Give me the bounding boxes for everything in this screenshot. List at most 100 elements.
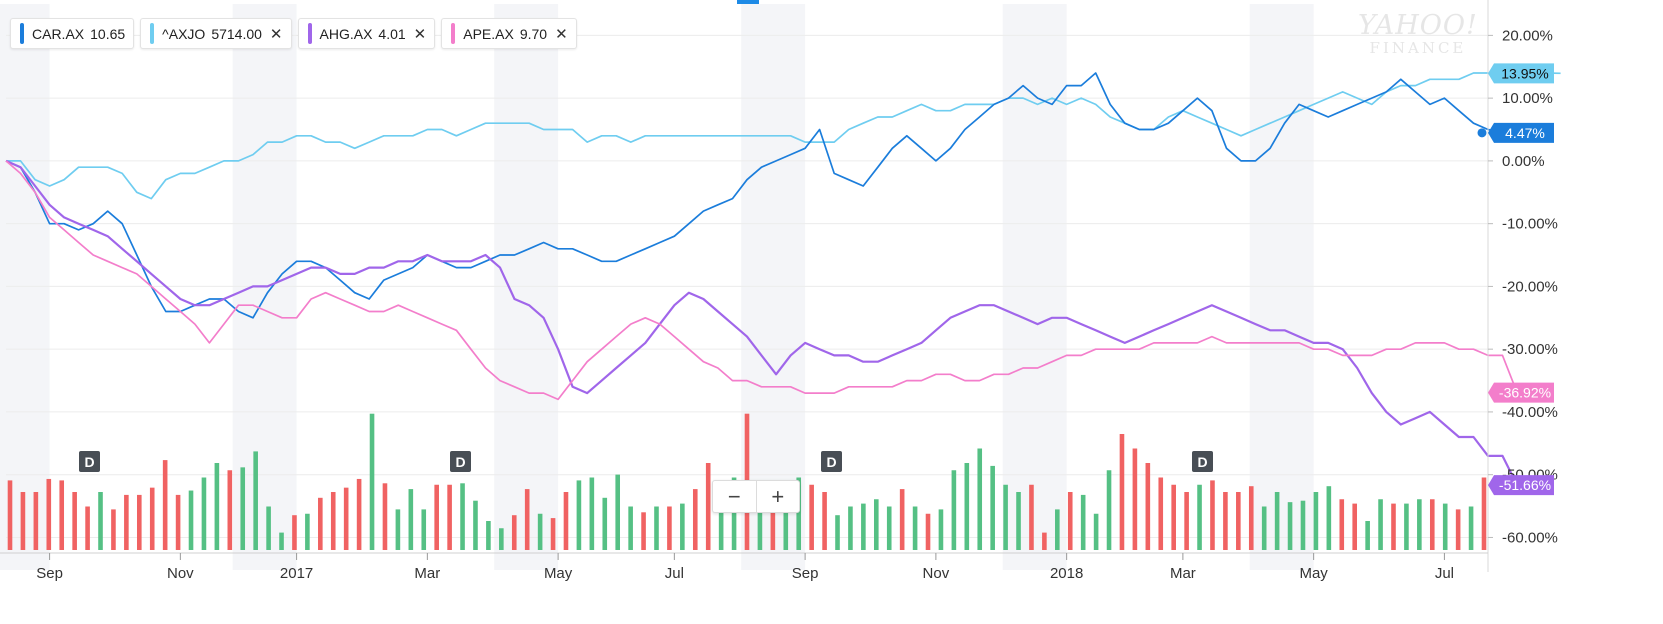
volume-bar: [1145, 463, 1151, 550]
end-label-tag: [1488, 122, 1554, 143]
volume-bar: [615, 474, 621, 550]
volume-bar: [1391, 503, 1396, 550]
volume-bar: [550, 518, 556, 550]
volume-bar: [718, 484, 724, 550]
x-tick-label: Mar: [414, 565, 440, 582]
legend-chip-ape[interactable]: APE.AX 9.70 ✕: [441, 18, 577, 49]
y-tick-label: -40.00%: [1502, 404, 1558, 421]
series-color-swatch: [307, 23, 312, 44]
volume-bar: [796, 477, 802, 550]
volume-bar: [20, 492, 26, 550]
close-icon[interactable]: ✕: [413, 25, 427, 43]
volume-bar: [809, 484, 814, 550]
volume-bar: [524, 489, 530, 550]
volume-bar: [356, 478, 362, 550]
volume-bar: [434, 484, 439, 550]
x-tick-label: Nov: [923, 565, 950, 582]
dividend-marker[interactable]: D: [1192, 451, 1213, 472]
dividend-marker-box: [79, 451, 100, 472]
volume-bar: [1106, 470, 1112, 550]
volume-bar: [85, 506, 90, 550]
volume-bar: [848, 506, 853, 550]
dividend-marker[interactable]: D: [450, 451, 471, 472]
x-tick-label: May: [544, 565, 573, 582]
y-tick-label: 0.00%: [1502, 153, 1545, 170]
legend-chip-axjo[interactable]: ^AXJO 5714.00 ✕: [140, 18, 292, 49]
volume-bar: [951, 470, 957, 550]
legend-chip-ahg[interactable]: AHG.AX 4.01 ✕: [297, 18, 436, 49]
volume-bar: [1339, 499, 1345, 550]
legend-price: 4.01: [378, 25, 406, 42]
legend: CAR.AX 10.65 ^AXJO 5714.00 ✕ AHG.AX 4.01…: [10, 18, 577, 49]
zoom-in-button[interactable]: +: [755, 481, 800, 512]
y-tick-label: -60.00%: [1502, 529, 1558, 546]
volume-bar: [1119, 434, 1125, 550]
volume-bar: [705, 463, 711, 550]
volume-bar: [1417, 499, 1422, 550]
series-end-marker: [1477, 128, 1487, 138]
volume-bar: [822, 492, 827, 550]
yahoo-finance-watermark: YAHOO! FINANCE: [1358, 12, 1478, 56]
legend-price: 10.65: [90, 25, 126, 42]
close-icon[interactable]: ✕: [269, 25, 283, 43]
range-handle[interactable]: [737, 0, 759, 4]
volume-bar: [46, 478, 52, 550]
dividend-marker[interactable]: D: [821, 451, 842, 472]
legend-price: 9.70: [519, 25, 548, 42]
series-end-labels: 13.95% 4.47% -51.66% -36.92%: [1477, 63, 1554, 496]
series-line-axjo[interactable]: [6, 72, 1561, 200]
dividend-marker-label: D: [1197, 454, 1207, 470]
volume-bar: [214, 463, 220, 550]
end-label-tag: [1488, 382, 1554, 403]
series-end-label: -36.92%: [1488, 382, 1554, 403]
volume-bar: [1404, 503, 1409, 550]
series-line-carax[interactable]: [5, 72, 1503, 319]
month-band: [1249, 4, 1314, 570]
volume-bar: [188, 490, 194, 550]
series-end-label: 4.47%: [1488, 122, 1554, 143]
volume-bar: [382, 483, 388, 550]
legend-symbol: APE.AX: [463, 25, 514, 42]
volume-bar: [1313, 492, 1319, 550]
volume-bar: [305, 513, 310, 550]
volume-bar: [499, 528, 504, 550]
volume-bar: [421, 509, 427, 550]
volume-bar: [7, 480, 13, 550]
volume-bar: [72, 492, 77, 550]
volume-bar: [292, 515, 297, 550]
close-icon[interactable]: ✕: [555, 25, 568, 43]
volume-bar: [486, 521, 491, 550]
volume-bar: [240, 467, 246, 550]
volume-bar: [1223, 492, 1228, 550]
watermark-line2: FINANCE: [1369, 39, 1467, 57]
legend-chip-car[interactable]: CAR.AX 10.65: [10, 18, 135, 49]
volume-bar: [279, 532, 284, 550]
x-tick-label: Sep: [36, 565, 63, 582]
volume-bar: [59, 480, 65, 550]
volume-bar: [1455, 509, 1461, 550]
volume-bar: [964, 463, 970, 550]
volume-bar: [757, 484, 763, 550]
volume-bar: [408, 489, 414, 550]
y-tick-label: -10.00%: [1502, 216, 1558, 233]
end-label-text: 4.47%: [1505, 125, 1545, 141]
volume-bar: [770, 480, 776, 550]
x-tick-label: Nov: [167, 565, 194, 582]
dividend-marker[interactable]: D: [79, 451, 100, 472]
volume-bar: [1261, 506, 1267, 550]
volume-bar: [227, 470, 233, 550]
x-tick-label: May: [1299, 565, 1328, 582]
volume-bar: [692, 489, 698, 550]
series-line-ahgax[interactable]: [5, 159, 1519, 486]
dividend-marker-box: [450, 451, 471, 472]
volume-bars: [7, 413, 1487, 550]
volume-bar: [654, 506, 659, 550]
zoom-out-button[interactable]: −: [727, 483, 741, 509]
series-line-apeax[interactable]: [5, 160, 1518, 401]
series-lines[interactable]: [5, 72, 1561, 486]
watermark-line1: YAHOO!: [1358, 10, 1478, 41]
series-color-swatch: [451, 23, 456, 44]
end-label-text: -36.92%: [1499, 385, 1551, 401]
